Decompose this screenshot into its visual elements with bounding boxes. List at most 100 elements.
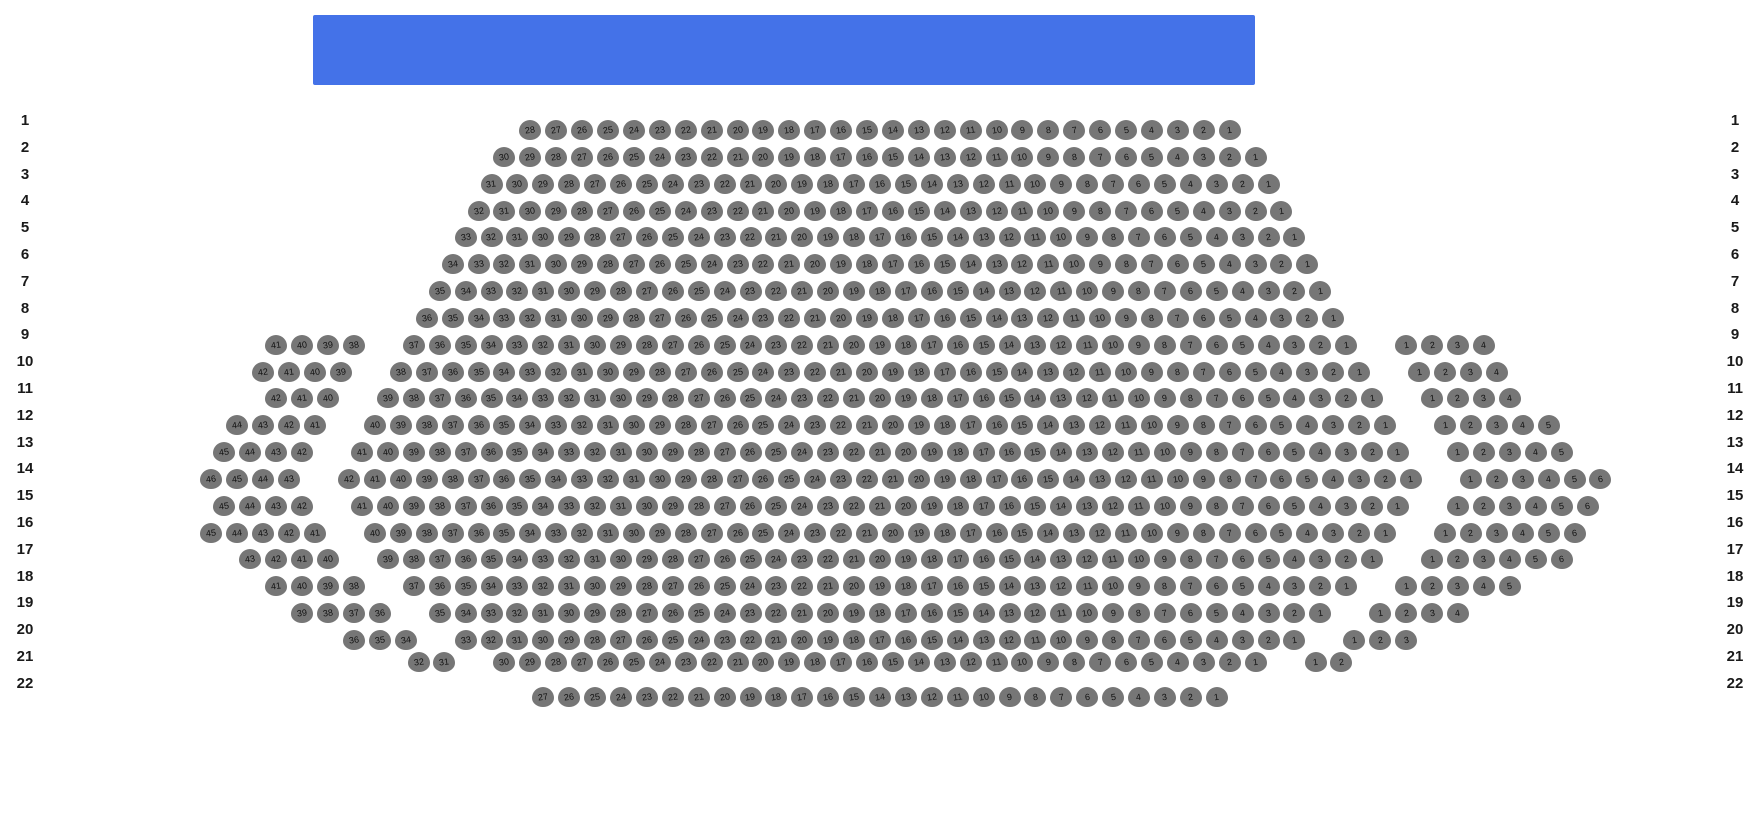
seat-center-8-22[interactable]: 22 (778, 308, 800, 328)
seat-center-1-10[interactable]: 10 (986, 120, 1008, 140)
seat-center-21-21[interactable]: 21 (727, 652, 749, 672)
seat-center-14-12[interactable]: 12 (1115, 469, 1137, 489)
seat-center-14-22[interactable]: 22 (856, 469, 878, 489)
seat-center-10-15[interactable]: 15 (986, 362, 1008, 382)
seat-center-18-2[interactable]: 2 (1309, 576, 1331, 596)
seat-center-10-11[interactable]: 11 (1089, 362, 1111, 382)
seat-center-6-11[interactable]: 11 (1037, 254, 1059, 274)
seat-center-4-25[interactable]: 25 (649, 201, 671, 221)
seat-center-20-20[interactable]: 20 (791, 630, 813, 650)
seat-center-15-13[interactable]: 13 (1076, 496, 1098, 516)
seat-center-1-2[interactable]: 2 (1193, 120, 1215, 140)
seat-center-7-15[interactable]: 15 (947, 281, 969, 301)
seat-center-19-6[interactable]: 6 (1180, 603, 1202, 623)
seat-rightwing-17-3[interactable]: 3 (1473, 549, 1495, 569)
seat-center-19-4[interactable]: 4 (1232, 603, 1254, 623)
seat-center-7-30[interactable]: 30 (558, 281, 580, 301)
seat-center-13-18[interactable]: 18 (947, 442, 969, 462)
seat-center-5-31[interactable]: 31 (506, 227, 528, 247)
seat-center-11-23[interactable]: 23 (791, 388, 813, 408)
seat-center-22-17[interactable]: 17 (791, 687, 813, 707)
seat-center-14-40[interactable]: 40 (390, 469, 412, 489)
seat-center-8-21[interactable]: 21 (804, 308, 826, 328)
seat-center-10-28[interactable]: 28 (649, 362, 671, 382)
seat-center-11-24[interactable]: 24 (765, 388, 787, 408)
seat-leftwing-9-39[interactable]: 39 (317, 335, 339, 355)
seat-center-9-16[interactable]: 16 (947, 335, 969, 355)
seat-center-12-24[interactable]: 24 (778, 415, 800, 435)
seat-center-21-19[interactable]: 19 (778, 652, 800, 672)
seat-center-8-19[interactable]: 19 (856, 308, 878, 328)
seat-center-14-37[interactable]: 37 (468, 469, 490, 489)
seat-center-21-14[interactable]: 14 (908, 652, 930, 672)
seat-center-21-18[interactable]: 18 (804, 652, 826, 672)
seat-center-18-35[interactable]: 35 (455, 576, 477, 596)
seat-center-9-2[interactable]: 2 (1309, 335, 1331, 355)
seat-center-8-20[interactable]: 20 (830, 308, 852, 328)
seat-center-14-10[interactable]: 10 (1167, 469, 1189, 489)
seat-center-5-10[interactable]: 10 (1050, 227, 1072, 247)
seat-rightwing-10-4[interactable]: 4 (1486, 362, 1508, 382)
seat-rightwing-11-3[interactable]: 3 (1473, 388, 1495, 408)
seat-center-1-23[interactable]: 23 (649, 120, 671, 140)
seat-center-18-6[interactable]: 6 (1206, 576, 1228, 596)
seat-center-22-26[interactable]: 26 (558, 687, 580, 707)
seat-center-14-15[interactable]: 15 (1037, 469, 1059, 489)
seat-center-15-6[interactable]: 6 (1258, 496, 1280, 516)
seat-center-11-39[interactable]: 39 (377, 388, 399, 408)
seat-rightwing-20-3[interactable]: 3 (1395, 630, 1417, 650)
seat-center-7-21[interactable]: 21 (791, 281, 813, 301)
seat-center-6-32[interactable]: 32 (493, 254, 515, 274)
seat-center-8-12[interactable]: 12 (1037, 308, 1059, 328)
seat-center-10-16[interactable]: 16 (960, 362, 982, 382)
seat-center-15-3[interactable]: 3 (1335, 496, 1357, 516)
seat-rightwing-14-3[interactable]: 3 (1512, 469, 1534, 489)
seat-center-10-26[interactable]: 26 (701, 362, 723, 382)
seat-center-6-12[interactable]: 12 (1011, 254, 1033, 274)
seat-center-10-36[interactable]: 36 (442, 362, 464, 382)
seat-center-9-3[interactable]: 3 (1283, 335, 1305, 355)
seat-center-11-22[interactable]: 22 (817, 388, 839, 408)
seat-center-10-21[interactable]: 21 (830, 362, 852, 382)
seat-center-19-35[interactable]: 35 (429, 603, 451, 623)
seat-center-11-19[interactable]: 19 (895, 388, 917, 408)
seat-center-22-3[interactable]: 3 (1154, 687, 1176, 707)
seat-center-11-9[interactable]: 9 (1154, 388, 1176, 408)
seat-center-7-17[interactable]: 17 (895, 281, 917, 301)
seat-center-17-8[interactable]: 8 (1180, 549, 1202, 569)
seat-center-17-18[interactable]: 18 (921, 549, 943, 569)
seat-leftwing-17-41[interactable]: 41 (291, 549, 313, 569)
seat-center-9-6[interactable]: 6 (1206, 335, 1228, 355)
seat-center-10-6[interactable]: 6 (1219, 362, 1241, 382)
seat-center-14-7[interactable]: 7 (1245, 469, 1267, 489)
seat-center-5-26[interactable]: 26 (636, 227, 658, 247)
seat-center-21-30[interactable]: 30 (493, 652, 515, 672)
seat-rightwing-14-6[interactable]: 6 (1589, 469, 1611, 489)
seat-leftwing-13-42[interactable]: 42 (291, 442, 313, 462)
seat-center-20-9[interactable]: 9 (1076, 630, 1098, 650)
seat-center-19-21[interactable]: 21 (791, 603, 813, 623)
seat-center-20-15[interactable]: 15 (921, 630, 943, 650)
seat-center-14-11[interactable]: 11 (1141, 469, 1163, 489)
seat-center-19-22[interactable]: 22 (765, 603, 787, 623)
seat-center-3-6[interactable]: 6 (1128, 174, 1150, 194)
seat-center-9-34[interactable]: 34 (481, 335, 503, 355)
seat-leftwing-9-40[interactable]: 40 (291, 335, 313, 355)
seat-center-15-11[interactable]: 11 (1128, 496, 1150, 516)
seat-center-5-32[interactable]: 32 (481, 227, 503, 247)
seat-center-15-39[interactable]: 39 (403, 496, 425, 516)
seat-center-7-10[interactable]: 10 (1076, 281, 1098, 301)
seat-leftwing-20-36[interactable]: 36 (343, 630, 365, 650)
seat-center-2-20[interactable]: 20 (752, 147, 774, 167)
seat-center-13-8[interactable]: 8 (1206, 442, 1228, 462)
seat-center-2-14[interactable]: 14 (908, 147, 930, 167)
seat-center-19-32[interactable]: 32 (506, 603, 528, 623)
seat-center-15-31[interactable]: 31 (610, 496, 632, 516)
seat-center-14-36[interactable]: 36 (493, 469, 515, 489)
seat-center-16-16[interactable]: 16 (986, 523, 1008, 543)
seat-center-12-26[interactable]: 26 (727, 415, 749, 435)
seat-center-11-26[interactable]: 26 (714, 388, 736, 408)
seat-center-7-13[interactable]: 13 (999, 281, 1021, 301)
seat-leftwing-19-37[interactable]: 37 (343, 603, 365, 623)
seat-center-2-22[interactable]: 22 (701, 147, 723, 167)
